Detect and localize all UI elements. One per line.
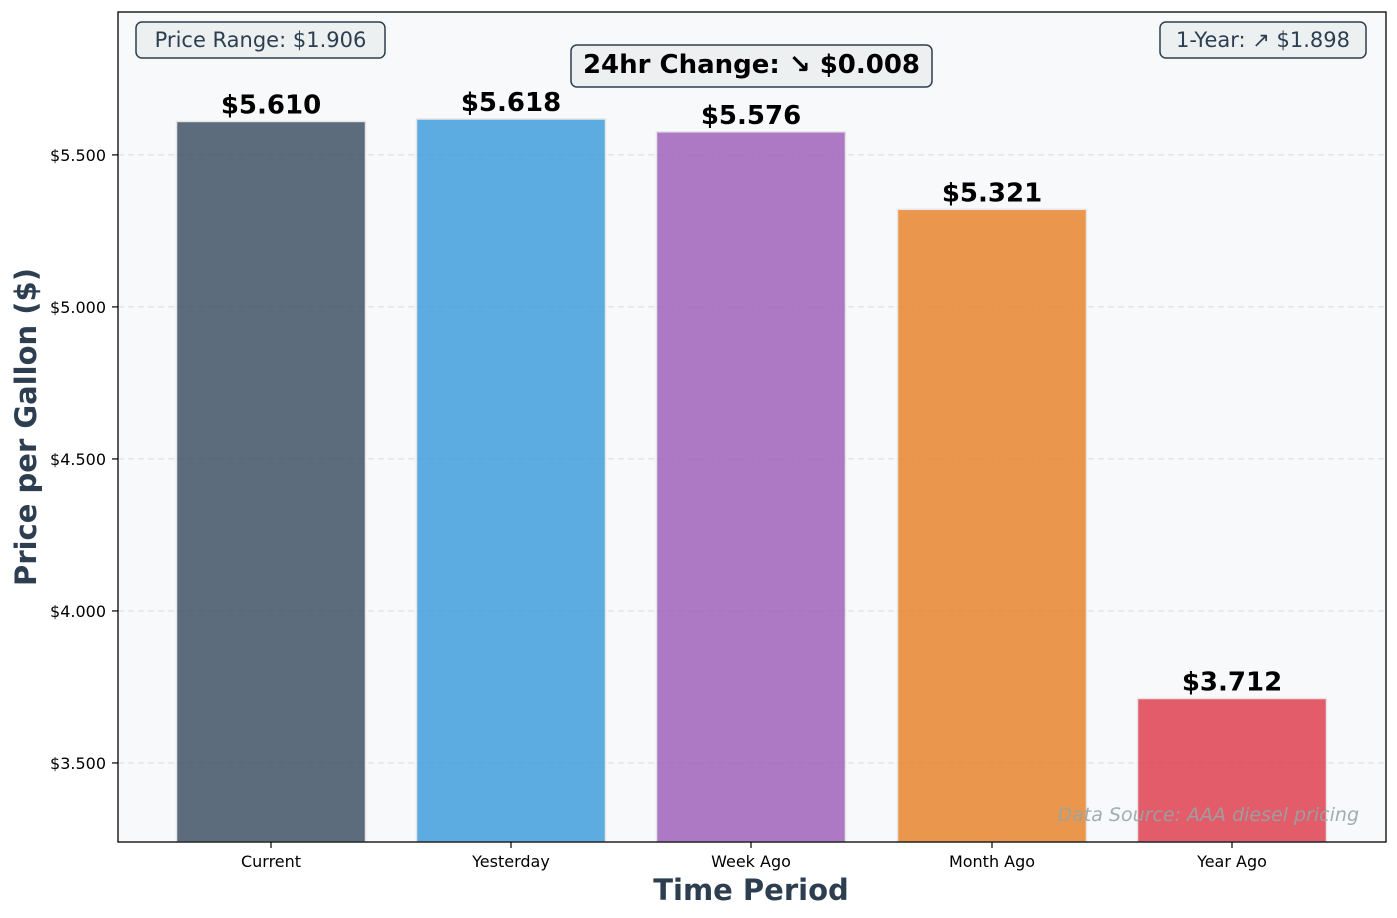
x-axis: Current Yesterday Week Ago Month Ago Year Ag… bbox=[241, 842, 1267, 871]
price-range-box bbox=[135, 21, 386, 59]
bar-month-ago bbox=[896, 208, 1088, 843]
bar-current bbox=[175, 120, 367, 843]
bar-year-ago bbox=[1136, 697, 1328, 843]
plot-frame bbox=[117, 11, 1387, 843]
bar-value-label: $5.576 bbox=[701, 101, 801, 131]
y-axis-title: Price per Gallon ($) bbox=[9, 268, 43, 586]
x-axis-title: Time Period bbox=[653, 873, 849, 907]
price-range-text: Price Range: $1.906 bbox=[155, 28, 367, 52]
one-year-text: 1-Year: ↗ $1.898 bbox=[1176, 28, 1350, 52]
one-year-box bbox=[1159, 21, 1367, 59]
bar-value-label: $5.618 bbox=[461, 88, 561, 118]
change-24hr-text: 24hr Change: ↘ $0.008 bbox=[583, 50, 920, 80]
y-tick-label: $3.500 bbox=[50, 754, 106, 773]
y-tick-label: $5.000 bbox=[50, 298, 106, 317]
value-labels-layer: $5.610 $5.618 $5.576 $5.321 $3.712 bbox=[221, 88, 1282, 697]
bar-value-label: $5.321 bbox=[942, 178, 1042, 208]
y-tick-label: $4.000 bbox=[50, 602, 106, 621]
change-24hr-annotation: 24hr Change: ↘ $0.008 bbox=[570, 44, 933, 88]
x-tick-label: Year Ago bbox=[1196, 852, 1267, 871]
bars-layer bbox=[175, 118, 1328, 843]
bar-value-label: $3.712 bbox=[1182, 667, 1282, 697]
data-source-note: Data Source: AAA diesel pricing bbox=[1058, 804, 1359, 826]
y-axis: $3.500 $4.000 $4.500 $5.000 $5.500 bbox=[50, 146, 118, 773]
one-year-annotation: 1-Year: ↗ $1.898 bbox=[1159, 21, 1367, 59]
change-24hr-box bbox=[570, 44, 933, 88]
x-tick-label: Week Ago bbox=[711, 852, 791, 871]
price-range-annotation: Price Range: $1.906 bbox=[135, 21, 386, 59]
y-tick-label: $4.500 bbox=[50, 450, 106, 469]
x-tick-label: Month Ago bbox=[949, 852, 1035, 871]
y-tick-label: $5.500 bbox=[50, 146, 106, 165]
x-tick-label: Current bbox=[241, 852, 301, 871]
x-tick-label: Yesterday bbox=[471, 852, 550, 871]
bar-yesterday bbox=[415, 118, 607, 843]
bar-week-ago bbox=[655, 131, 847, 843]
bar-value-label: $5.610 bbox=[221, 90, 321, 120]
